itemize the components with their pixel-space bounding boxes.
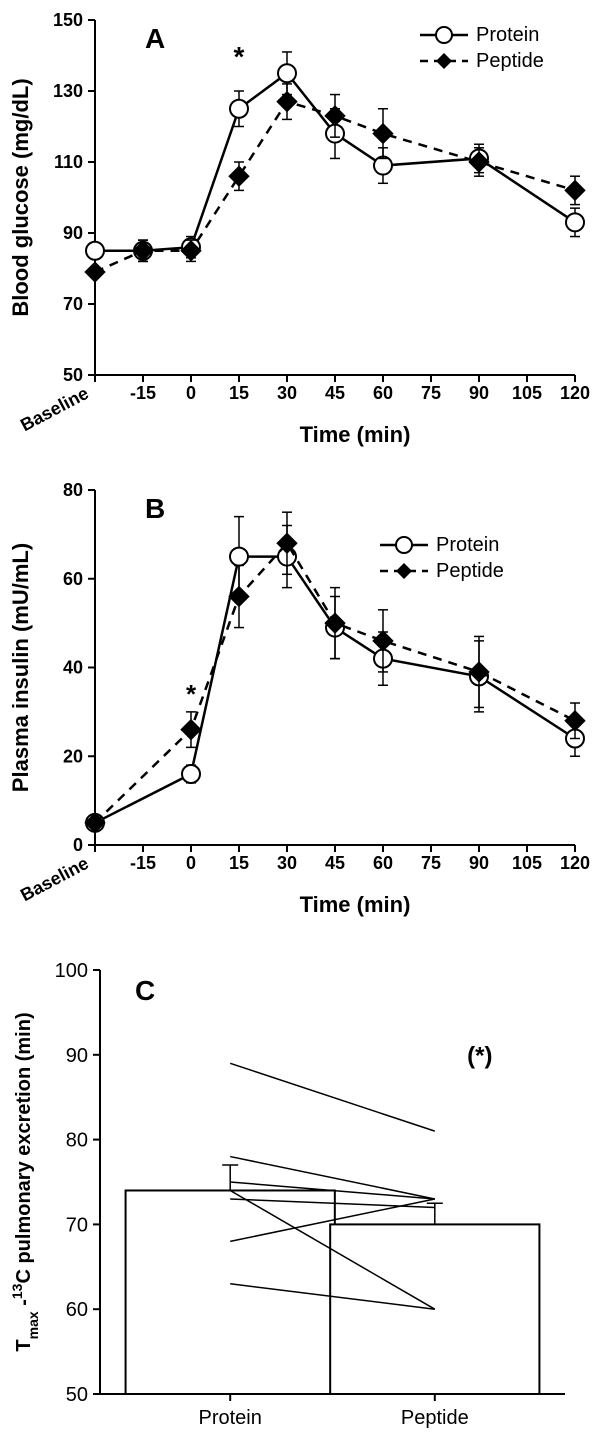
svg-text:120: 120 bbox=[560, 853, 590, 873]
svg-text:A: A bbox=[145, 23, 165, 54]
svg-text:0: 0 bbox=[186, 853, 196, 873]
svg-text:60: 60 bbox=[373, 383, 393, 403]
svg-text:30: 30 bbox=[277, 383, 297, 403]
svg-text:60: 60 bbox=[63, 569, 83, 589]
svg-text:(*): (*) bbox=[467, 1042, 492, 1069]
svg-text:60: 60 bbox=[66, 1299, 88, 1321]
svg-text:Baseline: Baseline bbox=[17, 383, 92, 435]
svg-text:Peptide: Peptide bbox=[401, 1407, 469, 1429]
svg-text:70: 70 bbox=[63, 294, 83, 314]
svg-text:80: 80 bbox=[63, 480, 83, 500]
svg-text:120: 120 bbox=[560, 383, 590, 403]
svg-text:Protein: Protein bbox=[436, 534, 499, 556]
svg-text:Peptide: Peptide bbox=[476, 50, 544, 72]
svg-text:110: 110 bbox=[54, 152, 83, 172]
svg-text:Time (min): Time (min) bbox=[300, 892, 411, 917]
svg-text:90: 90 bbox=[469, 853, 489, 873]
svg-text:0: 0 bbox=[186, 383, 196, 403]
figure-container: 507090110130150Baseline-1501530456075901… bbox=[0, 0, 595, 1454]
svg-text:90: 90 bbox=[63, 223, 83, 243]
svg-text:*: * bbox=[186, 679, 197, 709]
panel-b-svg: 0 20 40 60 80 Baseline -15 0 15 30 45 60 75 90 105 120 T… bbox=[0, 470, 595, 940]
svg-text:150: 150 bbox=[53, 10, 83, 30]
svg-text:-15: -15 bbox=[130, 383, 156, 403]
svg-text:B: B bbox=[145, 493, 165, 524]
svg-text:15: 15 bbox=[229, 853, 249, 873]
svg-text:Peptide: Peptide bbox=[436, 560, 504, 582]
panel-c-svg: 50 60 70 80 90 100 Protein Peptide Tmax -13C pul… bbox=[0, 940, 595, 1454]
svg-text:50: 50 bbox=[66, 1384, 88, 1406]
svg-text:75: 75 bbox=[421, 853, 441, 873]
svg-text:105: 105 bbox=[512, 383, 542, 403]
svg-text:Plasma insulin (mU/mL): Plasma insulin (mU/mL) bbox=[8, 543, 33, 792]
svg-text:*: * bbox=[234, 41, 245, 72]
svg-text:-15: -15 bbox=[130, 853, 156, 873]
svg-text:100: 100 bbox=[55, 960, 88, 982]
svg-text:Protein: Protein bbox=[199, 1407, 262, 1429]
svg-text:Blood glucose (mg/dL): Blood glucose (mg/dL) bbox=[8, 78, 33, 316]
svg-text:45: 45 bbox=[325, 383, 345, 403]
svg-text:0: 0 bbox=[73, 835, 83, 855]
svg-text:105: 105 bbox=[512, 853, 542, 873]
svg-text:C: C bbox=[135, 975, 155, 1006]
svg-text:40: 40 bbox=[63, 658, 83, 678]
svg-text:75: 75 bbox=[421, 383, 441, 403]
svg-text:Baseline: Baseline bbox=[17, 853, 92, 905]
svg-text:15: 15 bbox=[229, 383, 249, 403]
svg-text:90: 90 bbox=[66, 1045, 88, 1067]
svg-text:Time (min): Time (min) bbox=[300, 422, 411, 447]
svg-text:70: 70 bbox=[66, 1214, 88, 1236]
panel-a-svg: 50 70 90 110 130 150 Baseline -15 0 15 30 45 60 75 90 1… bbox=[0, 0, 595, 470]
svg-text:50: 50 bbox=[63, 365, 83, 385]
svg-text:Tmax -13C pulmonary excretion: Tmax -13C pulmonary excretion (min) bbox=[9, 1012, 41, 1351]
svg-text:30: 30 bbox=[277, 853, 297, 873]
svg-text:80: 80 bbox=[66, 1130, 88, 1152]
svg-text:130: 130 bbox=[53, 81, 83, 101]
svg-text:60: 60 bbox=[373, 853, 393, 873]
svg-text:45: 45 bbox=[325, 853, 345, 873]
svg-text:20: 20 bbox=[63, 746, 83, 766]
svg-text:Protein: Protein bbox=[476, 24, 539, 46]
svg-text:90: 90 bbox=[469, 383, 489, 403]
